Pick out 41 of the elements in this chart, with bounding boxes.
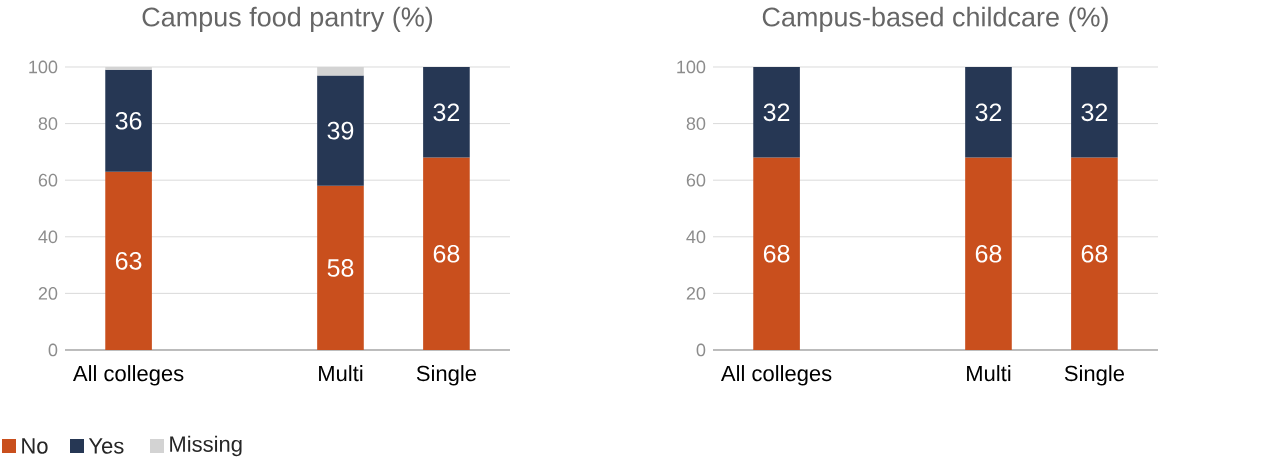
data-label: 32	[763, 103, 790, 122]
data-label: 68	[1081, 244, 1108, 263]
bar	[105, 171, 152, 350]
data-label: 32	[975, 103, 1002, 122]
bar	[317, 185, 364, 350]
data-label: 63	[115, 252, 142, 270]
legend-label: No	[22, 438, 48, 454]
data-label: 68	[975, 244, 1002, 263]
data-label: 32	[1081, 103, 1108, 122]
x-tick-label: All colleges	[72, 365, 184, 386]
x-tick-label: Single	[1064, 365, 1125, 386]
y-tick-label: 100	[677, 60, 706, 74]
bar	[317, 75, 364, 186]
data-label: 39	[327, 121, 354, 140]
x-tick-label: Multi	[319, 365, 363, 382]
data-label: 68	[763, 244, 790, 263]
data-label: 32	[433, 103, 460, 122]
chart-title: Campus-based childcare (%)	[762, 6, 1108, 32]
chart-title: Campus food pantry (%)	[142, 6, 433, 32]
x-tick-label: All colleges	[720, 365, 832, 386]
y-tick-label: 20	[686, 287, 706, 300]
y-tick-label: 20	[38, 287, 58, 300]
y-tick-label: 80	[686, 117, 706, 130]
x-tick-label: Single	[416, 365, 477, 386]
y-tick-label: 60	[38, 173, 58, 187]
y-tick-label: 40	[38, 230, 58, 244]
data-label: 58	[327, 259, 354, 277]
y-tick-label: 60	[686, 173, 706, 187]
bar	[423, 157, 470, 350]
y-tick-label: 0	[48, 343, 58, 357]
y-tick-label: 40	[686, 230, 706, 244]
y-tick-label: 80	[38, 117, 58, 130]
data-label: 68	[433, 244, 460, 263]
x-tick-label: Multi	[967, 365, 1011, 382]
legend-label: Missing	[170, 435, 242, 457]
legend-label: Yes	[88, 438, 124, 454]
bar	[105, 69, 152, 172]
data-label: 36	[115, 111, 142, 130]
y-tick-label: 0	[696, 343, 706, 357]
y-tick-label: 100	[29, 60, 58, 74]
bar	[423, 66, 470, 158]
